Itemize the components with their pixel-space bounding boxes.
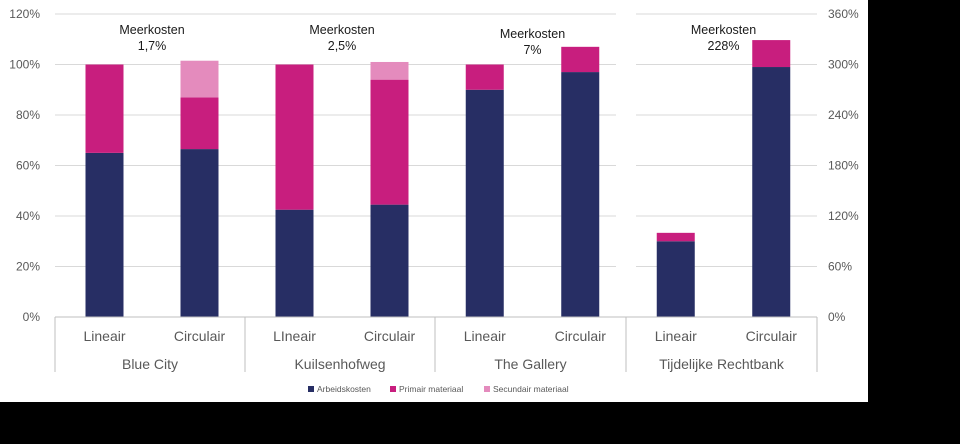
bar-category-label: LIneair: [273, 328, 316, 344]
right-tick-label: 180%: [828, 159, 859, 173]
right-tick-label: 360%: [828, 7, 859, 21]
bar-segment-primair-materiaal: [656, 232, 695, 242]
annotation-title: Meerkosten: [119, 23, 184, 37]
left-tick-label: 80%: [16, 108, 40, 122]
bar-segment-secundair-materiaal: [180, 60, 219, 98]
bar-category-label: Circulair: [746, 328, 798, 344]
bar-segment-primair-materiaal: [180, 97, 219, 150]
bar-segment-primair-materiaal: [85, 64, 124, 153]
bar-segment-primair-materiaal: [275, 64, 314, 210]
legend-label: Primair materiaal: [399, 384, 463, 394]
gridlines: [55, 13, 817, 318]
axes: 0% 20% 40% 60% 80% 100% 120% 0% 60% 120% 180% 240% 3…: [9, 7, 859, 372]
bar-segment-primair-materiaal: [752, 40, 791, 68]
bar-segment-arbeidskosten: [85, 152, 124, 317]
annotation-value: 7%: [523, 43, 541, 57]
bar-category-label: Lineair: [655, 328, 697, 344]
right-tick-label: 0%: [828, 310, 846, 324]
legend: Arbeidskosten Primair materiaal Secundair …: [308, 384, 569, 394]
bar-segment-arbeidskosten: [656, 241, 695, 317]
left-tick-label: 100%: [9, 58, 40, 72]
bar-segment-primair-materiaal: [465, 64, 504, 90]
group-label: The Gallery: [494, 356, 566, 372]
group-label: Blue City: [122, 356, 178, 372]
annotation-value: 228%: [708, 39, 740, 53]
bar-segment-secundair-materiaal: [370, 61, 409, 80]
bar-segment-arbeidskosten: [370, 204, 409, 317]
bar-segment-primair-materiaal: [561, 46, 600, 73]
group-label: Kuilsenhofweg: [294, 356, 385, 372]
legend-swatch: [308, 386, 314, 392]
bar-segment-arbeidskosten: [180, 149, 219, 317]
bar-segment-arbeidskosten: [275, 209, 314, 317]
group-label: Tijdelijke Rechtbank: [659, 356, 785, 372]
bar-segment-arbeidskosten: [561, 72, 600, 317]
left-tick-label: 120%: [9, 7, 40, 21]
annotation-value: 2,5%: [328, 39, 357, 53]
left-tick-label: 0%: [23, 310, 41, 324]
annotation-title: Meerkosten: [691, 23, 756, 37]
legend-swatch: [484, 386, 490, 392]
right-tick-label: 60%: [828, 260, 852, 274]
bar-segment-arbeidskosten: [465, 89, 504, 317]
annotation-title: Meerkosten: [500, 27, 565, 41]
right-tick-label: 240%: [828, 108, 859, 122]
bar-category-label: Circulair: [174, 328, 226, 344]
annotation-title: Meerkosten: [309, 23, 374, 37]
left-tick-label: 60%: [16, 159, 40, 173]
legend-label: Secundair materiaal: [493, 384, 569, 394]
bars: [85, 40, 791, 318]
right-tick-label: 120%: [828, 209, 859, 223]
stacked-bar-chart: 0% 20% 40% 60% 80% 100% 120% 0% 60% 120% 180% 240% 3…: [9, 7, 859, 394]
bar-category-label: Circulair: [364, 328, 416, 344]
labels: Lineair Circulair Blue City Meerkosten 1,7% L…: [83, 23, 797, 372]
bar-segment-arbeidskosten: [752, 67, 791, 318]
legend-swatch: [390, 386, 396, 392]
bar-category-label: Lineair: [464, 328, 506, 344]
left-tick-label: 20%: [16, 260, 40, 274]
chart-area: 0% 20% 40% 60% 80% 100% 120% 0% 60% 120% 180% 240% 3…: [0, 0, 868, 402]
right-tick-label: 300%: [828, 58, 859, 72]
bar-category-label: Circulair: [555, 328, 607, 344]
bar-segment-primair-materiaal: [370, 79, 409, 205]
annotation-value: 1,7%: [138, 39, 167, 53]
bar-category-label: Lineair: [83, 328, 125, 344]
legend-label: Arbeidskosten: [317, 384, 371, 394]
left-tick-label: 40%: [16, 209, 40, 223]
